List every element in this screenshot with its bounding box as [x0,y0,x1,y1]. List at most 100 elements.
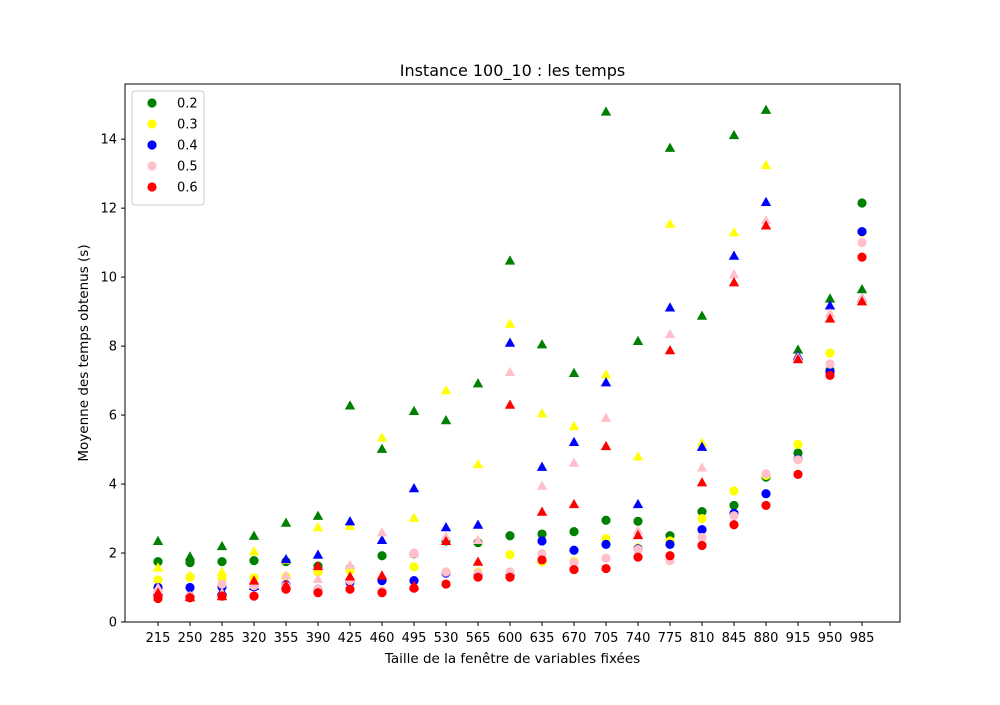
point-triangle-series-0.4-705 [600,377,612,387]
point-triangle-series-0.5-565 [472,534,484,544]
y-tick-label: 12 [100,202,117,217]
point-triangle-series-0.6-705 [600,440,612,451]
point-triangle-series-0.2-495 [408,405,420,415]
point-triangle-series-0.5-950 [824,308,836,318]
point-circle-series-0.5-915 [793,455,803,465]
point-triangle-series-0.6-635 [536,506,548,516]
legend-label: 0.3 [177,118,198,133]
point-triangle-series-0.3-495 [408,512,420,522]
point-circle-series-0.6-845 [729,520,739,530]
point-triangle-series-0.2-215 [152,535,164,546]
point-triangle-series-0.2-460 [376,443,388,453]
point-triangle-series-0.2-810 [696,310,708,320]
point-circle-series-0.4-880 [761,489,771,499]
point-circle-series-0.5-810 [697,532,707,543]
point-triangle-series-0.6-530 [440,535,452,546]
point-triangle-series-0.2-880 [760,104,772,114]
point-triangle-series-0.6-250 [184,591,196,602]
point-circle-series-0.4-635 [537,536,547,546]
x-tick-label: 250 [178,631,203,646]
x-tick-label: 985 [850,631,875,646]
point-triangle-series-0.4-355 [280,554,292,564]
point-triangle-series-0.2-670 [568,367,580,378]
point-circle-series-0.2-845 [729,500,739,511]
point-triangle-series-0.6-425 [344,571,356,581]
point-circle-series-0.6-320 [249,591,259,601]
point-triangle-series-0.6-845 [728,277,740,287]
point-triangle-series-0.3-740 [632,451,644,461]
point-triangle-series-0.5-705 [600,412,612,422]
marks-layer [152,104,868,604]
x-tick-label: 810 [690,631,715,646]
point-triangle-series-0.4-600 [504,337,516,347]
y-axis-label: Moyenne des temps obtenus (s) [76,244,92,461]
point-triangle-series-0.5-425 [344,559,356,570]
point-triangle-series-0.2-845 [728,129,740,140]
point-triangle-series-0.2-285 [216,540,228,551]
point-triangle-series-0.2-320 [248,530,260,540]
point-triangle-series-0.3-845 [728,227,740,237]
point-triangle-series-0.4-460 [376,534,388,544]
point-triangle-series-0.6-600 [504,399,516,409]
point-circle-series-0.5-985 [857,238,867,248]
point-circle-series-0.6-390 [313,588,323,598]
y-tick-label: 4 [109,478,117,493]
point-triangle-series-0.5-880 [760,215,772,225]
point-triangle-series-0.2-775 [664,142,676,152]
point-circle-series-0.6-425 [345,584,355,594]
legend-label: 0.6 [177,181,198,196]
point-triangle-series-0.5-390 [312,573,324,583]
point-triangle-series-0.4-775 [664,302,676,312]
legend-label: 0.2 [177,97,198,112]
legend: 0.2 0.3 0.4 0.5 0.6 [131,90,205,206]
point-triangle-series-0.6-915 [792,354,804,364]
point-triangle-series-0.5-600 [504,366,516,377]
point-triangle-series-0.6-460 [376,570,388,580]
point-circle-series-0.5-705 [601,553,611,563]
x-tick-label: 460 [370,631,395,646]
x-tick-label: 425 [338,631,363,646]
x-tick-label: 530 [434,631,459,646]
point-circle-series-0.6-635 [537,555,547,565]
point-circle-series-0.2-985 [857,198,867,208]
point-triangle-series-0.6-320 [248,575,260,585]
x-tick-label: 775 [658,631,683,646]
point-triangle-series-0.6-810 [696,477,708,487]
point-triangle-series-0.5-775 [664,328,676,339]
y-tick-label: 0 [109,616,117,631]
point-triangle-series-0.2-250 [184,551,196,561]
chart-title: Instance 100_10 : les temps [400,61,626,81]
point-triangle-series-0.2-565 [472,378,484,388]
legend-marker-0.3 [147,119,157,129]
point-triangle-series-0.4-845 [728,250,740,260]
point-circle-series-0.2-810 [697,507,707,517]
legend-label: 0.4 [177,139,198,154]
point-circle-series-0.6-950 [825,370,835,381]
point-triangle-series-0.3-705 [600,369,612,379]
point-triangle-series-0.3-880 [760,159,772,170]
x-tick-label: 390 [306,631,331,646]
point-triangle-series-0.6-950 [824,313,836,323]
point-triangle-series-0.5-215 [152,582,164,592]
point-circle-series-0.6-880 [761,500,771,511]
point-triangle-series-0.5-460 [376,527,388,537]
x-tick-label: 670 [562,631,587,646]
point-circle-series-0.2-320 [249,556,259,566]
point-triangle-series-0.4-740 [632,498,644,509]
point-triangle-series-0.4-425 [344,516,356,526]
point-circle-series-0.5-950 [825,359,835,369]
y-tick-label: 14 [100,133,117,148]
point-circle-series-0.2-285 [217,557,227,567]
point-triangle-series-0.6-495 [408,580,420,590]
point-triangle-series-0.2-985 [856,283,868,294]
point-circle-series-0.6-705 [601,563,611,574]
point-triangle-series-0.2-425 [344,400,356,410]
x-tick-label: 285 [210,631,235,646]
point-triangle-series-0.5-845 [728,269,740,279]
point-triangle-series-0.6-355 [280,579,292,589]
point-circle-series-0.2-600 [505,531,515,541]
point-triangle-series-0.3-600 [504,318,516,328]
x-tick-label: 635 [530,631,555,646]
point-triangle-series-0.6-740 [632,529,644,540]
